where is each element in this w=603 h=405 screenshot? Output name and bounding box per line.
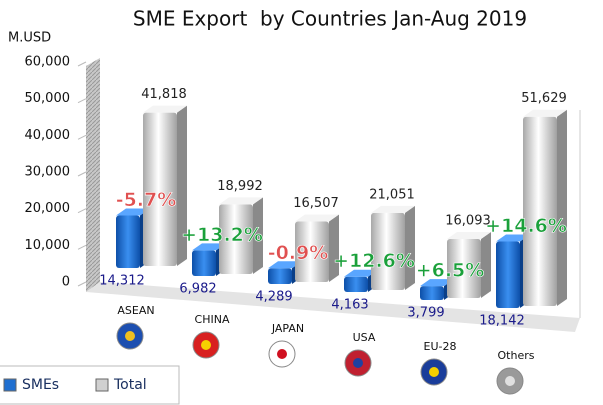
category-label: USA [353, 331, 376, 344]
bar [523, 116, 557, 306]
legend-label: SMEs [22, 377, 59, 393]
bar-top [268, 261, 302, 269]
bar [192, 250, 216, 276]
bar-top [344, 269, 378, 277]
bar [116, 215, 140, 268]
growth-label: -0.9% [268, 242, 329, 264]
category-label: EU-28 [424, 340, 457, 353]
value-label: 18,142 [479, 314, 525, 329]
bar-top [420, 279, 454, 287]
value-label: 16,507 [293, 196, 339, 211]
bar-side [481, 231, 491, 298]
back-wall [86, 58, 100, 292]
value-label: 14,312 [99, 274, 145, 289]
tick-mark [77, 208, 87, 214]
y-axis-label: M.USD [8, 31, 51, 46]
bar [344, 276, 368, 292]
tick-mark [77, 281, 87, 287]
bar [496, 241, 520, 308]
value-label: 21,051 [369, 187, 415, 202]
chart-title: SME Export by Countries Jan-Aug 2019 [133, 7, 527, 31]
value-label: 18,992 [217, 179, 263, 194]
bar-top [295, 214, 339, 222]
legend-swatch [95, 378, 109, 392]
flag-icon-detail [125, 331, 135, 341]
tick-mark [77, 134, 87, 140]
bar-side [177, 105, 187, 267]
bar [447, 238, 481, 298]
category-label: Others [498, 349, 535, 362]
bar-top [447, 231, 491, 239]
tick-mark [77, 61, 87, 67]
y-tick-label: 50,000 [25, 91, 71, 106]
flag-icon-detail [505, 376, 515, 386]
bar [143, 112, 177, 267]
bar-top [523, 109, 567, 117]
flag-icon-detail [353, 358, 363, 368]
floor [86, 282, 580, 332]
bar-side [557, 109, 567, 306]
bar [268, 268, 292, 284]
flag-icon-detail [429, 367, 439, 377]
y-tick-label: 60,000 [25, 55, 71, 70]
bar-top [371, 205, 415, 213]
growth-label: +6.5% [416, 260, 485, 282]
value-label: 4,163 [331, 298, 368, 313]
legend-swatch [3, 378, 17, 392]
value-label: 51,629 [521, 91, 567, 106]
y-tick-label: 40,000 [25, 128, 71, 143]
bar-side [405, 205, 415, 290]
y-tick-label: 20,000 [25, 201, 71, 216]
growth-label: +12.6% [333, 250, 415, 272]
value-label: 16,093 [445, 213, 491, 228]
flag-icon-detail [277, 349, 287, 359]
y-tick-label: 10,000 [25, 238, 71, 253]
bar [371, 212, 405, 290]
growth-label: +14.6% [485, 215, 567, 237]
bar-side [329, 214, 339, 282]
y-tick-label: 0 [62, 275, 70, 290]
value-label: 4,289 [255, 290, 292, 305]
growth-label: +13.2% [181, 224, 263, 246]
bar-top [219, 197, 263, 205]
tick-mark [77, 98, 87, 104]
y-tick-label: 30,000 [25, 165, 71, 180]
bar-top [496, 234, 530, 242]
legend-label: Total [113, 377, 147, 393]
flag-icon-detail [201, 340, 211, 350]
legend: SMEs Total [0, 365, 180, 405]
legend-box [0, 365, 180, 405]
value-label: 6,982 [179, 282, 216, 297]
tick-mark [77, 171, 87, 177]
value-label: 3,799 [407, 306, 444, 321]
bar-side [253, 197, 263, 274]
bar-top [116, 208, 150, 216]
category-label: JAPAN [271, 322, 304, 335]
value-label: 41,818 [141, 87, 187, 102]
growth-label: -5.7% [116, 189, 177, 211]
bar-top [192, 243, 226, 251]
bar [420, 286, 444, 300]
bar [295, 221, 329, 282]
tick-mark [77, 244, 87, 250]
bar-top [143, 105, 187, 113]
category-label: ASEAN [117, 304, 154, 317]
category-label: CHINA [195, 313, 230, 326]
bar [219, 204, 253, 274]
